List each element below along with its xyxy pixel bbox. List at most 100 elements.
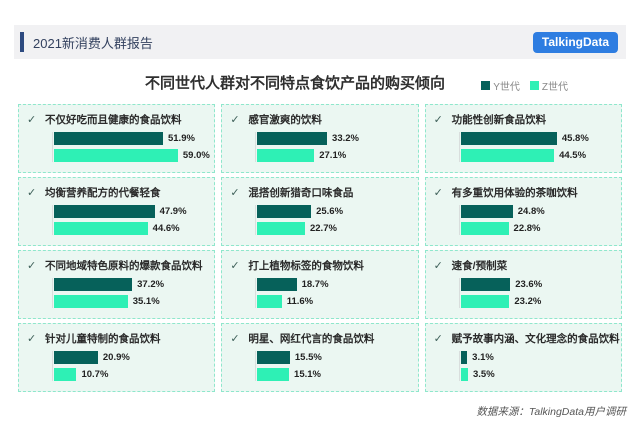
value-label: 23.2% — [514, 296, 542, 307]
category-label: 不仅好吃而且健康的食品饮料 — [45, 114, 182, 126]
category-label: 不同地域特色原料的爆款食品饮料 — [45, 260, 203, 272]
category-label: 明星、网红代言的食品饮料 — [248, 333, 375, 345]
bar-row: 15.5% — [257, 351, 413, 364]
bar-row: 24.8% — [460, 205, 617, 218]
bar-row: 33.2% — [257, 132, 413, 145]
check-icon: ✓ — [230, 260, 240, 272]
bar-row: 18.7% — [257, 278, 413, 291]
value-label: 20.9% — [102, 352, 130, 363]
bars-group: 18.7% 11.6% — [255, 278, 413, 308]
panels-grid: ✓ 不仅好吃而且健康的食品饮料 51.9% 59.0% ✓ 感官激爽的饮料 33.2% 27.… — [18, 104, 622, 392]
check-icon: ✓ — [433, 187, 443, 199]
report-title: 2021新消费人群报告 — [33, 35, 153, 51]
bar-Y世代 — [54, 351, 98, 364]
check-icon: ✓ — [433, 260, 443, 272]
chart-panel: ✓ 不同地域特色原料的爆款食品饮料 37.2% 35.1% — [18, 250, 216, 319]
bar-Z世代 — [460, 368, 468, 381]
check-icon: ✓ — [433, 114, 443, 126]
bars-group: 24.8% 22.8% — [458, 205, 617, 235]
check-icon: ✓ — [230, 187, 240, 199]
bar-row: 15.1% — [257, 368, 413, 381]
chart-panel: ✓ 均衡营养配方的代餐轻食 47.9% 44.6% — [18, 177, 216, 246]
check-icon: ✓ — [27, 260, 37, 272]
chart-panel: ✓ 有多重饮用体验的茶咖饮料 24.8% 22.8% — [424, 177, 622, 246]
bar-Y世代 — [257, 205, 312, 218]
bar-Z世代 — [460, 295, 510, 308]
bar-row: 10.7% — [54, 368, 210, 381]
panel-head: ✓ 明星、网红代言的食品饮料 — [230, 331, 413, 346]
bar-Z世代 — [54, 295, 128, 308]
value-label: 47.9% — [159, 206, 187, 217]
bar-Y世代 — [460, 205, 513, 218]
bar-row: 44.6% — [54, 222, 210, 235]
bar-row: 27.1% — [257, 149, 413, 162]
bar-Z世代 — [257, 295, 282, 308]
bar-row: 25.6% — [257, 205, 413, 218]
bars-group: 33.2% 27.1% — [255, 132, 413, 162]
panel-head: ✓ 不同地域特色原料的爆款食品饮料 — [27, 258, 210, 273]
value-label: 15.5% — [294, 352, 322, 363]
legend-label-y: Y世代 — [493, 82, 520, 93]
bar-row: 45.8% — [460, 132, 617, 145]
bar-row: 23.6% — [460, 278, 617, 291]
panel-head: ✓ 均衡营养配方的代餐轻食 — [27, 185, 210, 200]
bars-group: 25.6% 22.7% — [255, 205, 413, 235]
legend-item-y: Y世代 — [481, 78, 520, 93]
check-icon: ✓ — [27, 187, 37, 199]
bars-group: 23.6% 23.2% — [458, 278, 617, 308]
bars-group: 37.2% 35.1% — [52, 278, 210, 308]
category-label: 功能性创新食品饮料 — [451, 114, 547, 126]
panel-head: ✓ 赋予故事内涵、文化理念的食品饮料 — [434, 331, 620, 346]
check-icon: ✓ — [27, 114, 37, 126]
bar-row: 3.5% — [460, 368, 617, 381]
chart-panel: ✓ 赋予故事内涵、文化理念的食品饮料 3.1% 3.5% — [424, 323, 622, 392]
value-label: 59.0% — [182, 150, 210, 161]
value-label: 15.1% — [294, 369, 321, 380]
panel-head: ✓ 混搭创新猎奇口味食品 — [230, 185, 413, 200]
bar-Y世代 — [54, 205, 155, 218]
category-label: 混搭创新猎奇口味食品 — [248, 187, 354, 199]
check-icon: ✓ — [230, 114, 240, 126]
data-source-note: 数据来源：TalkingData用户调研 — [476, 406, 626, 418]
bar-Z世代 — [257, 368, 290, 381]
bar-Z世代 — [54, 222, 148, 235]
category-label: 有多重饮用体验的茶咖饮料 — [451, 187, 578, 199]
legend: Y世代 Z世代 — [481, 78, 568, 93]
z-swatch-icon — [529, 81, 539, 90]
legend-label-z: Z世代 — [541, 82, 568, 93]
panel-head: ✓ 有多重饮用体验的茶咖饮料 — [434, 185, 617, 200]
panel-head: ✓ 不仅好吃而且健康的食品饮料 — [27, 112, 210, 127]
bar-Y世代 — [257, 132, 328, 145]
category-label: 针对儿童特制的食品饮料 — [45, 333, 161, 345]
bar-Z世代 — [257, 149, 315, 162]
bar-row: 44.5% — [460, 149, 617, 162]
bar-Y世代 — [257, 278, 297, 291]
chart-title: 不同世代人群对不同特点食饮产品的购买倾向 — [144, 75, 445, 92]
bar-Y世代 — [460, 132, 557, 145]
chart-panel: ✓ 不仅好吃而且健康的食品饮料 51.9% 59.0% — [18, 104, 216, 173]
bars-group: 47.9% 44.6% — [52, 205, 210, 235]
bar-Z世代 — [460, 222, 509, 235]
chart-panel: ✓ 功能性创新食品饮料 45.8% 44.5% — [424, 104, 622, 173]
chart-panel: ✓ 打上植物标签的食物饮料 18.7% 11.6% — [221, 250, 419, 319]
bars-group: 51.9% 59.0% — [52, 132, 210, 162]
chart-panel: ✓ 混搭创新猎奇口味食品 25.6% 22.7% — [221, 177, 419, 246]
chart-panel: ✓ 感官激爽的饮料 33.2% 27.1% — [221, 104, 419, 173]
y-swatch-icon — [481, 81, 491, 90]
title-row: 不同世代人群对不同特点食饮产品的购买倾向 Y世代 Z世代 — [0, 72, 640, 94]
talkingdata-logo: TalkingData — [532, 32, 618, 53]
bar-Y世代 — [460, 278, 511, 291]
header-strip: 2021新消费人群报告 TalkingData — [14, 25, 626, 59]
bar-row: 11.6% — [257, 295, 413, 308]
bar-row: 37.2% — [54, 278, 210, 291]
value-label: 51.9% — [167, 133, 195, 144]
panel-head: ✓ 感官激爽的饮料 — [230, 112, 413, 127]
category-label: 打上植物标签的食物饮料 — [248, 260, 364, 272]
value-label: 11.6% — [286, 296, 314, 307]
chart-panel: ✓ 针对儿童特制的食品饮料 20.9% 10.7% — [18, 323, 216, 392]
value-label: 25.6% — [316, 206, 344, 217]
bar-row: 22.7% — [257, 222, 413, 235]
value-label: 22.8% — [513, 223, 541, 234]
bar-row: 35.1% — [54, 295, 210, 308]
